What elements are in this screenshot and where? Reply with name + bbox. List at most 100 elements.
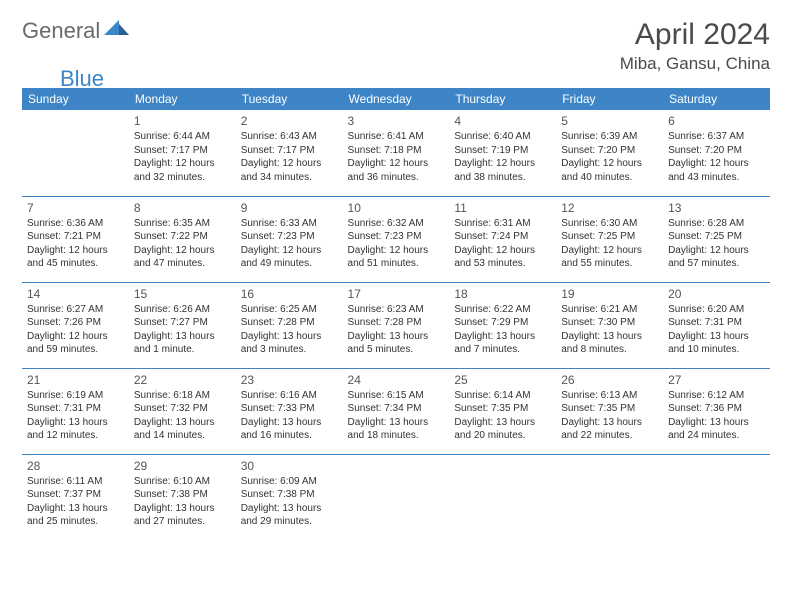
daylight-line: Daylight: 13 hours and 22 minutes. bbox=[561, 416, 658, 443]
sunrise-line: Sunrise: 6:13 AM bbox=[561, 389, 658, 403]
title-block: April 2024 Miba, Gansu, China bbox=[620, 18, 770, 74]
sunrise-line: Sunrise: 6:44 AM bbox=[134, 130, 231, 144]
calendar-day-cell: 24Sunrise: 6:15 AMSunset: 7:34 PMDayligh… bbox=[343, 368, 450, 454]
calendar-day-cell: 21Sunrise: 6:19 AMSunset: 7:31 PMDayligh… bbox=[22, 368, 129, 454]
calendar-day-cell: 6Sunrise: 6:37 AMSunset: 7:20 PMDaylight… bbox=[663, 110, 770, 196]
weekday-header: Wednesday bbox=[343, 88, 450, 110]
daylight-line: Daylight: 13 hours and 7 minutes. bbox=[454, 330, 551, 357]
sunrise-line: Sunrise: 6:40 AM bbox=[454, 130, 551, 144]
sunset-line: Sunset: 7:28 PM bbox=[348, 316, 445, 330]
weekday-header-row: Sunday Monday Tuesday Wednesday Thursday… bbox=[22, 88, 770, 110]
calendar-day-cell: 26Sunrise: 6:13 AMSunset: 7:35 PMDayligh… bbox=[556, 368, 663, 454]
calendar-day-cell bbox=[663, 454, 770, 540]
sunrise-line: Sunrise: 6:43 AM bbox=[241, 130, 338, 144]
calendar-day-cell bbox=[449, 454, 556, 540]
sunrise-line: Sunrise: 6:37 AM bbox=[668, 130, 765, 144]
calendar-day-cell: 18Sunrise: 6:22 AMSunset: 7:29 PMDayligh… bbox=[449, 282, 556, 368]
daylight-line: Daylight: 12 hours and 55 minutes. bbox=[561, 244, 658, 271]
sunset-line: Sunset: 7:31 PM bbox=[668, 316, 765, 330]
sunset-line: Sunset: 7:34 PM bbox=[348, 402, 445, 416]
sunset-line: Sunset: 7:17 PM bbox=[134, 144, 231, 158]
daylight-line: Daylight: 12 hours and 32 minutes. bbox=[134, 157, 231, 184]
calendar-day-cell: 1Sunrise: 6:44 AMSunset: 7:17 PMDaylight… bbox=[129, 110, 236, 196]
calendar-day-cell: 25Sunrise: 6:14 AMSunset: 7:35 PMDayligh… bbox=[449, 368, 556, 454]
calendar-day-cell: 23Sunrise: 6:16 AMSunset: 7:33 PMDayligh… bbox=[236, 368, 343, 454]
sunset-line: Sunset: 7:23 PM bbox=[348, 230, 445, 244]
sunrise-line: Sunrise: 6:16 AM bbox=[241, 389, 338, 403]
daylight-line: Daylight: 13 hours and 24 minutes. bbox=[668, 416, 765, 443]
logo-text-blue: Blue bbox=[60, 66, 104, 92]
sunrise-line: Sunrise: 6:33 AM bbox=[241, 217, 338, 231]
calendar-day-cell: 28Sunrise: 6:11 AMSunset: 7:37 PMDayligh… bbox=[22, 454, 129, 540]
sunrise-line: Sunrise: 6:27 AM bbox=[27, 303, 124, 317]
sunset-line: Sunset: 7:25 PM bbox=[668, 230, 765, 244]
sunset-line: Sunset: 7:17 PM bbox=[241, 144, 338, 158]
calendar-day-cell: 29Sunrise: 6:10 AMSunset: 7:38 PMDayligh… bbox=[129, 454, 236, 540]
sunrise-line: Sunrise: 6:41 AM bbox=[348, 130, 445, 144]
calendar-day-cell: 11Sunrise: 6:31 AMSunset: 7:24 PMDayligh… bbox=[449, 196, 556, 282]
sunrise-line: Sunrise: 6:10 AM bbox=[134, 475, 231, 489]
calendar-week-row: 1Sunrise: 6:44 AMSunset: 7:17 PMDaylight… bbox=[22, 110, 770, 196]
daylight-line: Daylight: 12 hours and 51 minutes. bbox=[348, 244, 445, 271]
weekday-header: Monday bbox=[129, 88, 236, 110]
daylight-line: Daylight: 13 hours and 1 minute. bbox=[134, 330, 231, 357]
sunset-line: Sunset: 7:19 PM bbox=[454, 144, 551, 158]
calendar-day-cell: 14Sunrise: 6:27 AMSunset: 7:26 PMDayligh… bbox=[22, 282, 129, 368]
day-number: 7 bbox=[27, 200, 124, 216]
logo-text-general: General bbox=[22, 18, 100, 44]
sunrise-line: Sunrise: 6:31 AM bbox=[454, 217, 551, 231]
sunset-line: Sunset: 7:31 PM bbox=[27, 402, 124, 416]
sunset-line: Sunset: 7:20 PM bbox=[561, 144, 658, 158]
day-number: 13 bbox=[668, 200, 765, 216]
sunset-line: Sunset: 7:24 PM bbox=[454, 230, 551, 244]
day-number: 5 bbox=[561, 113, 658, 129]
sunrise-line: Sunrise: 6:28 AM bbox=[668, 217, 765, 231]
calendar-table: Sunday Monday Tuesday Wednesday Thursday… bbox=[22, 88, 770, 540]
sunset-line: Sunset: 7:26 PM bbox=[27, 316, 124, 330]
calendar-week-row: 7Sunrise: 6:36 AMSunset: 7:21 PMDaylight… bbox=[22, 196, 770, 282]
sunset-line: Sunset: 7:28 PM bbox=[241, 316, 338, 330]
calendar-day-cell bbox=[22, 110, 129, 196]
sunrise-line: Sunrise: 6:19 AM bbox=[27, 389, 124, 403]
sunset-line: Sunset: 7:35 PM bbox=[561, 402, 658, 416]
day-number: 2 bbox=[241, 113, 338, 129]
sunrise-line: Sunrise: 6:09 AM bbox=[241, 475, 338, 489]
day-number: 11 bbox=[454, 200, 551, 216]
day-number: 15 bbox=[134, 286, 231, 302]
calendar-day-cell: 9Sunrise: 6:33 AMSunset: 7:23 PMDaylight… bbox=[236, 196, 343, 282]
sunrise-line: Sunrise: 6:22 AM bbox=[454, 303, 551, 317]
day-number: 9 bbox=[241, 200, 338, 216]
day-number: 10 bbox=[348, 200, 445, 216]
daylight-line: Daylight: 12 hours and 53 minutes. bbox=[454, 244, 551, 271]
month-title: April 2024 bbox=[620, 18, 770, 52]
daylight-line: Daylight: 13 hours and 10 minutes. bbox=[668, 330, 765, 357]
sunset-line: Sunset: 7:36 PM bbox=[668, 402, 765, 416]
day-number: 4 bbox=[454, 113, 551, 129]
weekday-header: Tuesday bbox=[236, 88, 343, 110]
sunset-line: Sunset: 7:33 PM bbox=[241, 402, 338, 416]
day-number: 8 bbox=[134, 200, 231, 216]
calendar-day-cell: 2Sunrise: 6:43 AMSunset: 7:17 PMDaylight… bbox=[236, 110, 343, 196]
sunset-line: Sunset: 7:38 PM bbox=[134, 488, 231, 502]
weekday-header: Friday bbox=[556, 88, 663, 110]
calendar-day-cell: 8Sunrise: 6:35 AMSunset: 7:22 PMDaylight… bbox=[129, 196, 236, 282]
daylight-line: Daylight: 13 hours and 18 minutes. bbox=[348, 416, 445, 443]
sunrise-line: Sunrise: 6:39 AM bbox=[561, 130, 658, 144]
logo: General bbox=[22, 18, 134, 44]
day-number: 6 bbox=[668, 113, 765, 129]
day-number: 24 bbox=[348, 372, 445, 388]
daylight-line: Daylight: 12 hours and 40 minutes. bbox=[561, 157, 658, 184]
sunrise-line: Sunrise: 6:18 AM bbox=[134, 389, 231, 403]
sunset-line: Sunset: 7:29 PM bbox=[454, 316, 551, 330]
calendar-day-cell: 13Sunrise: 6:28 AMSunset: 7:25 PMDayligh… bbox=[663, 196, 770, 282]
day-number: 3 bbox=[348, 113, 445, 129]
daylight-line: Daylight: 13 hours and 8 minutes. bbox=[561, 330, 658, 357]
daylight-line: Daylight: 13 hours and 20 minutes. bbox=[454, 416, 551, 443]
calendar-day-cell: 10Sunrise: 6:32 AMSunset: 7:23 PMDayligh… bbox=[343, 196, 450, 282]
calendar-day-cell: 19Sunrise: 6:21 AMSunset: 7:30 PMDayligh… bbox=[556, 282, 663, 368]
daylight-line: Daylight: 13 hours and 3 minutes. bbox=[241, 330, 338, 357]
day-number: 29 bbox=[134, 458, 231, 474]
day-number: 26 bbox=[561, 372, 658, 388]
calendar-week-row: 14Sunrise: 6:27 AMSunset: 7:26 PMDayligh… bbox=[22, 282, 770, 368]
day-number: 28 bbox=[27, 458, 124, 474]
